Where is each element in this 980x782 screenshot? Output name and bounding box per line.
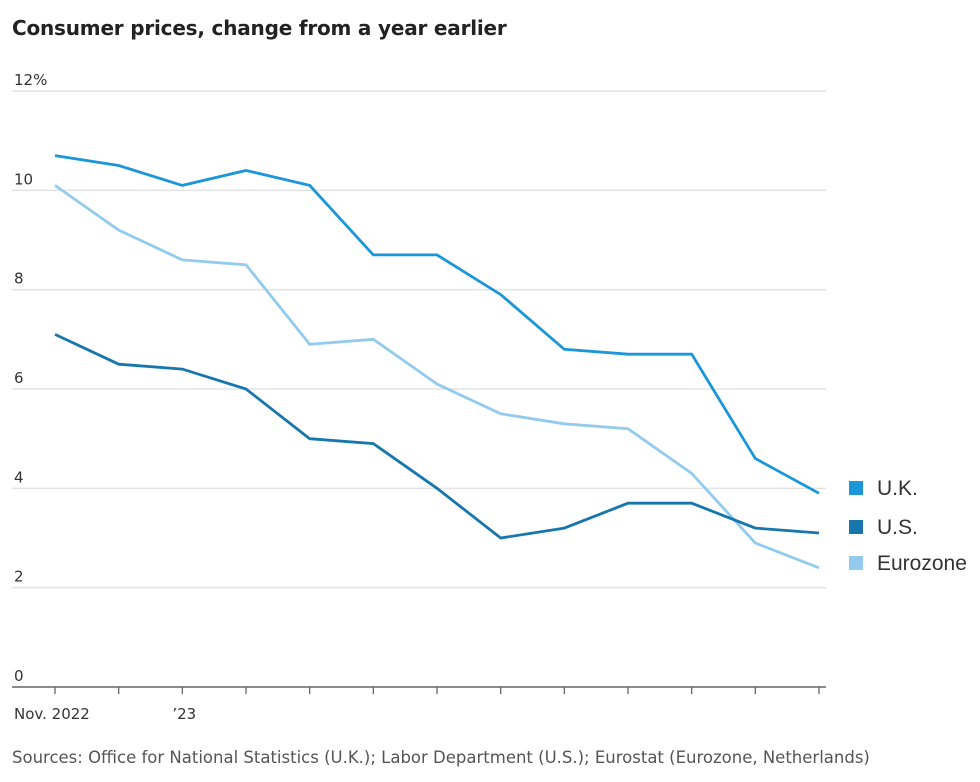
gridlines	[12, 90, 826, 589]
y-axis-tick-labels: 0 2 4 6 8 10 12%	[14, 71, 47, 685]
y-tick-label-4: 4	[14, 468, 24, 486]
legend-label-eurozone: Eurozone	[877, 552, 967, 575]
x-tick-label-0: Nov. 2022	[14, 705, 90, 723]
line-chart: 0 2 4 6 8 10 12% Nov. 2022 ’23 U.K. U.S. Eurozone	[12, 71, 967, 723]
y-tick-label-2: 2	[14, 568, 24, 586]
source-note: Sources: Office for National Statistics …	[12, 748, 870, 767]
chart-title: Consumer prices, change from a year earl…	[12, 16, 507, 40]
legend-swatch-eurozone	[849, 556, 863, 570]
y-tick-label-12: 12%	[14, 71, 47, 89]
series-line-eurozone	[54, 184, 820, 570]
series-line-u-s	[54, 333, 820, 540]
x-axis: Nov. 2022 ’23	[12, 686, 826, 723]
series-line-u-k	[54, 154, 820, 495]
legend-label-u-s: U.S.	[877, 516, 918, 539]
x-tick-label-2: ’23	[172, 705, 196, 723]
y-tick-label-8: 8	[14, 270, 24, 288]
y-tick-label-0: 0	[14, 667, 24, 685]
legend-swatch-u-k	[849, 481, 863, 495]
y-tick-label-10: 10	[14, 170, 33, 188]
y-tick-label-6: 6	[14, 369, 24, 387]
legend-swatch-u-s	[849, 520, 863, 534]
legend-label-u-k: U.K.	[877, 477, 918, 500]
series-lines	[54, 154, 820, 570]
legend: U.K. U.S. Eurozone	[849, 477, 967, 575]
